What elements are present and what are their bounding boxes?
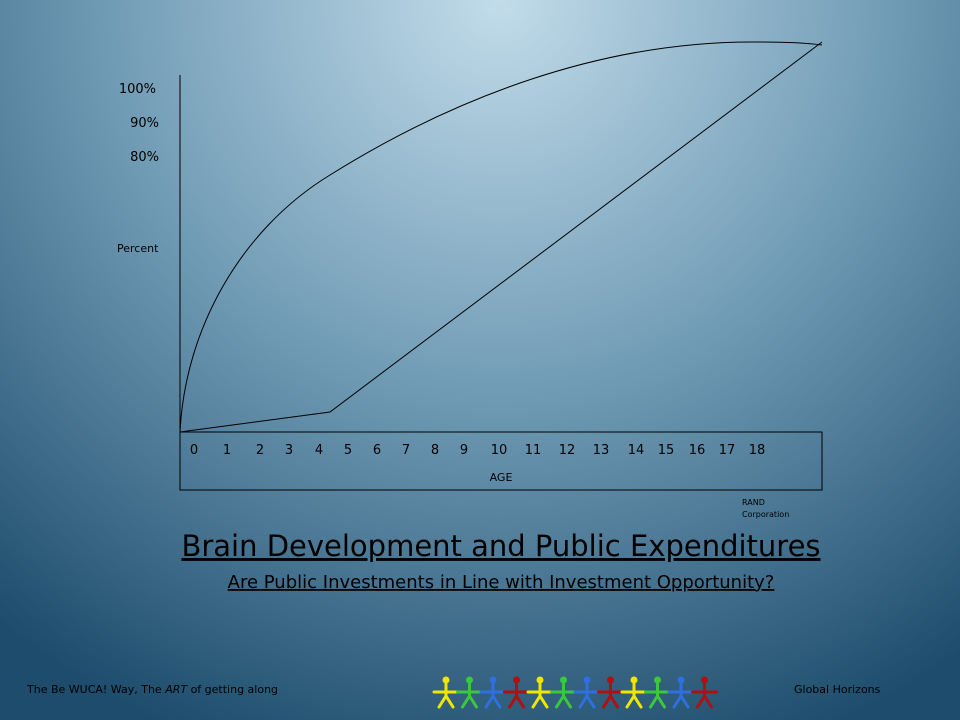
x-label: 18: [749, 443, 766, 458]
person-leg: [602, 694, 612, 709]
person-head: [654, 676, 661, 684]
x-labels: 0 1 2 3 4 5 6 7 8 9 10 11 12 13 14 15 16 17 18: [190, 443, 765, 458]
person-leg: [468, 694, 478, 709]
person-leg: [484, 694, 495, 709]
person-icon: [526, 676, 554, 709]
footer-left: The Be WUCA! Way, The ART of getting alo…: [26, 683, 278, 696]
title: Brain Development and Public Expenditure…: [181, 529, 820, 563]
person-icon: [432, 676, 460, 709]
footer-text: of getting along: [187, 683, 278, 696]
x-label: 15: [658, 443, 675, 458]
x-label: 10: [491, 443, 508, 458]
x-label: 8: [431, 443, 439, 458]
person-icon: [667, 676, 695, 709]
person-icon: [550, 676, 577, 709]
person-leg: [696, 694, 706, 709]
person-icon: [597, 676, 624, 709]
y-label: 100%: [119, 82, 156, 97]
person-leg: [625, 694, 636, 709]
people-logo: [432, 676, 718, 709]
person-icon: [456, 676, 483, 709]
person-leg: [656, 694, 666, 709]
chart: [179, 41, 823, 491]
source-line: Corporation: [742, 510, 789, 519]
person-leg: [672, 694, 683, 709]
person-head: [607, 676, 614, 684]
x-label: 2: [256, 443, 264, 458]
x-label: 1: [223, 443, 231, 458]
person-icon: [691, 676, 718, 709]
person-leg: [515, 694, 525, 709]
x-label: 9: [460, 443, 468, 458]
person-leg: [609, 694, 619, 709]
x-label: 4: [315, 443, 323, 458]
person-head: [701, 676, 708, 684]
x-label: 0: [190, 443, 198, 458]
x-label: 6: [373, 443, 381, 458]
x-label: 17: [719, 443, 736, 458]
person-leg: [585, 694, 596, 709]
x-label: 12: [559, 443, 576, 458]
person-icon: [620, 676, 648, 709]
person-icon: [503, 676, 530, 709]
person-head: [489, 676, 497, 684]
public-expenditure-line: [179, 41, 823, 433]
person-leg: [491, 694, 502, 709]
person-icon: [573, 676, 601, 709]
y-axis-label: Percent: [117, 242, 159, 255]
person-leg: [649, 694, 659, 709]
person-head: [560, 676, 567, 684]
person-head: [630, 676, 638, 684]
x-label: 5: [344, 443, 352, 458]
person-head: [466, 676, 473, 684]
subtitle: Are Public Investments in Line with Inve…: [228, 572, 775, 593]
person-icon: [479, 676, 507, 709]
person-leg: [444, 694, 455, 709]
footer-right: Global Horizons: [794, 683, 881, 696]
y-label: 80%: [130, 150, 159, 165]
x-label: 3: [285, 443, 293, 458]
person-leg: [508, 694, 518, 709]
source-line: RAND: [742, 498, 765, 507]
person-head: [677, 676, 685, 684]
x-axis-box: [179, 431, 823, 491]
x-label: 16: [689, 443, 706, 458]
y-labels: 100% 90% 80%: [119, 82, 159, 165]
x-label: 11: [525, 443, 542, 458]
person-leg: [437, 694, 448, 709]
person-leg: [578, 694, 589, 709]
x-label: 7: [402, 443, 410, 458]
person-leg: [538, 694, 549, 709]
person-leg: [555, 694, 565, 709]
person-head: [513, 676, 520, 684]
person-head: [583, 676, 591, 684]
person-leg: [531, 694, 542, 709]
person-leg: [461, 694, 471, 709]
brain-development-curve: [179, 41, 823, 433]
footer-text: The Be WUCA! Way, The: [26, 683, 165, 696]
y-label: 90%: [130, 116, 159, 131]
person-leg: [562, 694, 572, 709]
person-leg: [632, 694, 643, 709]
person-leg: [679, 694, 690, 709]
person-head: [442, 676, 450, 684]
x-label: 13: [593, 443, 610, 458]
x-label: 14: [628, 443, 645, 458]
person-leg: [703, 694, 713, 709]
person-icon: [644, 676, 671, 709]
footer-emphasis: ART: [164, 683, 188, 696]
person-head: [536, 676, 544, 684]
x-axis-label: AGE: [490, 471, 513, 484]
